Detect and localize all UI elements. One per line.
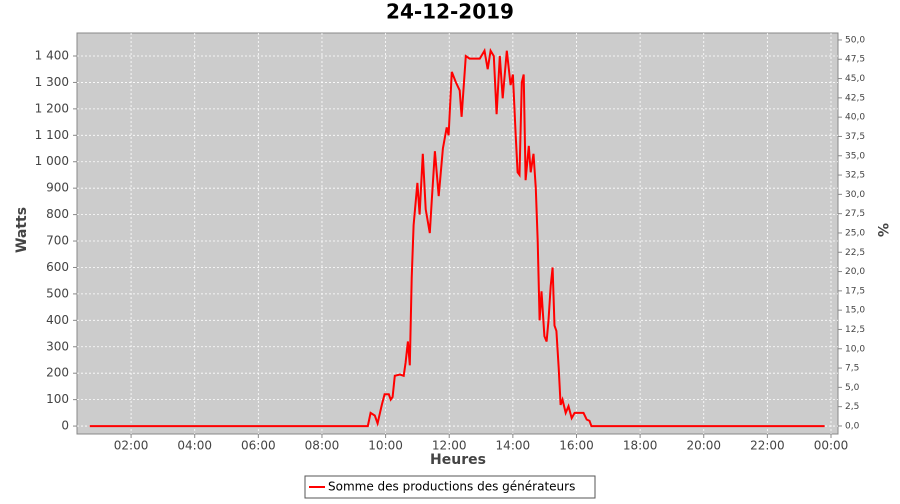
y2-tick-label: 22,5 — [845, 248, 865, 258]
y-tick-label: 1 000 — [35, 154, 69, 168]
y2-tick-label: 7,5 — [845, 364, 859, 374]
y-tick-label: 1 100 — [35, 128, 69, 142]
y-tick-label: 1 300 — [35, 75, 69, 89]
x-tick-label: 16:00 — [559, 439, 594, 453]
x-tick-label: 22:00 — [750, 439, 785, 453]
x-tick-label: 14:00 — [496, 439, 531, 453]
x-tick-label: 10:00 — [368, 439, 403, 453]
x-tick-label: 18:00 — [623, 439, 658, 453]
y2-tick-label: 15,0 — [845, 306, 865, 316]
y-tick-label: 900 — [46, 181, 69, 195]
y2-tick-label: 50,0 — [845, 35, 865, 45]
y2-tick-label: 47,5 — [845, 55, 865, 65]
x-tick-label: 20:00 — [686, 439, 721, 453]
y-tick-label: 800 — [46, 207, 69, 221]
plot-area — [76, 32, 839, 435]
y-tick-label: 700 — [46, 234, 69, 248]
x-tick-label: 00:00 — [814, 439, 849, 453]
y2-tick-label: 30,0 — [845, 190, 865, 200]
y-tick-label: 400 — [46, 313, 69, 327]
y-tick-label: 100 — [46, 392, 69, 406]
y2-tick-label: 17,5 — [845, 286, 865, 296]
x-tick-label: 12:00 — [432, 439, 467, 453]
y2-tick-label: 2,5 — [845, 402, 859, 412]
series-line — [89, 47, 825, 428]
y2-tick-label: 32,5 — [845, 171, 865, 181]
y2-tick-label: 27,5 — [845, 209, 865, 219]
legend-box — [304, 475, 596, 499]
y2-tick-label: 42,5 — [845, 93, 865, 103]
x-axis-label: Heures — [430, 452, 486, 468]
legend-label: Somme des productions des générateurs — [328, 480, 575, 494]
x-tick-label: 02:00 — [114, 439, 149, 453]
y2-axis-label: % — [874, 223, 890, 237]
y-tick-label: 600 — [46, 260, 69, 274]
y-tick-label: 1 200 — [35, 101, 69, 115]
y2-tick-label: 40,0 — [845, 113, 865, 123]
y2-tick-label: 12,5 — [845, 325, 865, 335]
y2-tick-label: 5,0 — [845, 383, 860, 393]
y-tick-label: 0 — [61, 419, 69, 433]
y-tick-label: 500 — [46, 286, 69, 300]
y-tick-label: 1 400 — [35, 48, 69, 62]
y2-tick-label: 35,0 — [845, 151, 865, 161]
y2-tick-label: 37,5 — [845, 132, 865, 142]
y-tick-label: 200 — [46, 366, 69, 380]
x-tick-label: 08:00 — [305, 439, 340, 453]
y-axis-label: Watts — [14, 207, 30, 253]
y2-tick-label: 45,0 — [845, 74, 865, 84]
x-tick-label: 06:00 — [241, 439, 276, 453]
y2-tick-label: 25,0 — [845, 228, 865, 238]
x-tick-label: 04:00 — [177, 439, 212, 453]
y-tick-label: 300 — [46, 339, 69, 353]
y2-tick-label: 10,0 — [845, 344, 865, 354]
y2-tick-label: 0,0 — [845, 421, 860, 431]
chart-title: 24-12-2019 — [386, 0, 514, 24]
y2-tick-label: 20,0 — [845, 267, 865, 277]
